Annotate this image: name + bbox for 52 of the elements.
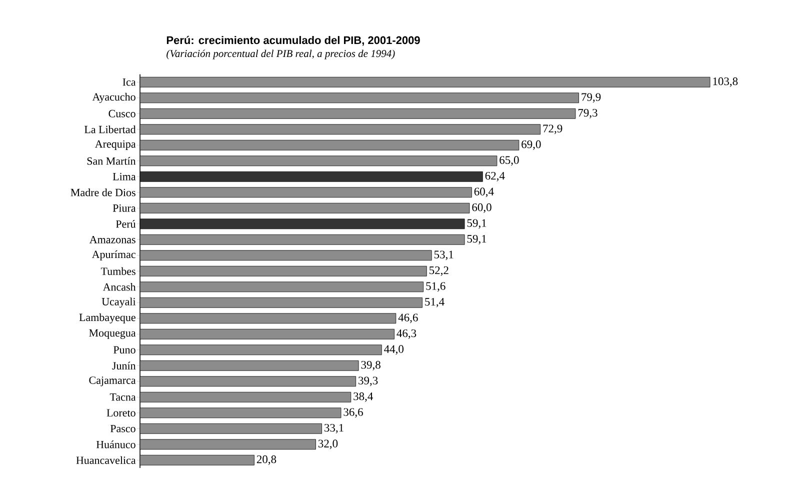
data-label: 44,0 — [384, 345, 404, 355]
data-label: 46,3 — [396, 329, 416, 339]
y-tick-label: Apurímac — [92, 250, 136, 260]
data-label: 60,0 — [472, 203, 492, 213]
data-label: 60,4 — [474, 188, 494, 198]
y-tick-label: Tacna — [110, 393, 136, 401]
data-label: 52,2 — [430, 266, 448, 276]
data-label: 79,3 — [578, 108, 598, 118]
data-label: 51,6 — [426, 282, 446, 292]
data-label: 51,4 — [425, 298, 444, 308]
y-tick-label: Junín — [112, 362, 136, 370]
y-tick-label: La Libertad — [84, 126, 136, 134]
y-tick-label: Cusco — [108, 110, 136, 118]
y-tick-label: Amazonas — [89, 236, 136, 244]
data-label: 69,0 — [522, 140, 541, 150]
y-tick-label: Lambayeque — [79, 313, 136, 324]
y-tick-label: Madre de Dios — [70, 188, 136, 196]
y-tick-label: Ica — [122, 78, 136, 86]
y-tick-label: Ayacucho — [92, 92, 136, 103]
y-tick-label: Pasco — [110, 424, 136, 432]
data-label: 36,6 — [344, 408, 363, 418]
y-tick-label: Tumbes — [100, 267, 136, 275]
data-label: 53,1 — [434, 250, 454, 260]
y-tick-label: Cajamarca — [89, 376, 136, 386]
data-label: 32,0 — [318, 440, 338, 450]
data-label: 38,4 — [354, 392, 374, 402]
chart-subtitle: (Variación porcentual del PIB real, a precios de 1994) — [166, 50, 395, 60]
y-tick-label: Puno — [113, 346, 136, 354]
data-label: 62,4 — [485, 172, 505, 182]
data-label: 46,6 — [398, 314, 418, 324]
data-label: 39,8 — [361, 360, 380, 370]
data-label: 39,3 — [358, 376, 378, 386]
y-tick-label: Lima — [112, 172, 136, 180]
y-tick-label: Huánuco — [96, 440, 136, 448]
y-tick-label: Moquegua — [89, 329, 136, 339]
y-tick-label: Ucayali — [102, 298, 136, 308]
y-tick-label: San Martín — [87, 156, 136, 165]
data-label: 20,8 — [256, 455, 276, 465]
y-tick-label: Loreto — [106, 409, 136, 417]
y-tick-label: Ancash — [102, 283, 136, 291]
data-label: 59,1 — [467, 219, 486, 229]
data-label: 79,9 — [582, 93, 601, 103]
data-label: 103,8 — [713, 77, 738, 87]
data-label: 33,1 — [324, 424, 344, 434]
data-label: 59,1 — [467, 234, 486, 244]
y-tick-label: Huancavelica — [76, 456, 136, 464]
y-tick-label: Piura — [112, 204, 136, 212]
chart-title: Perú: crecimiento acumulado del PIB, 2001-2009 — [166, 36, 420, 46]
y-tick-label: Arequipa — [94, 140, 136, 150]
data-label: 72,9 — [543, 124, 562, 134]
y-tick-label: Perú — [116, 220, 136, 228]
data-label: 65,0 — [500, 156, 519, 166]
